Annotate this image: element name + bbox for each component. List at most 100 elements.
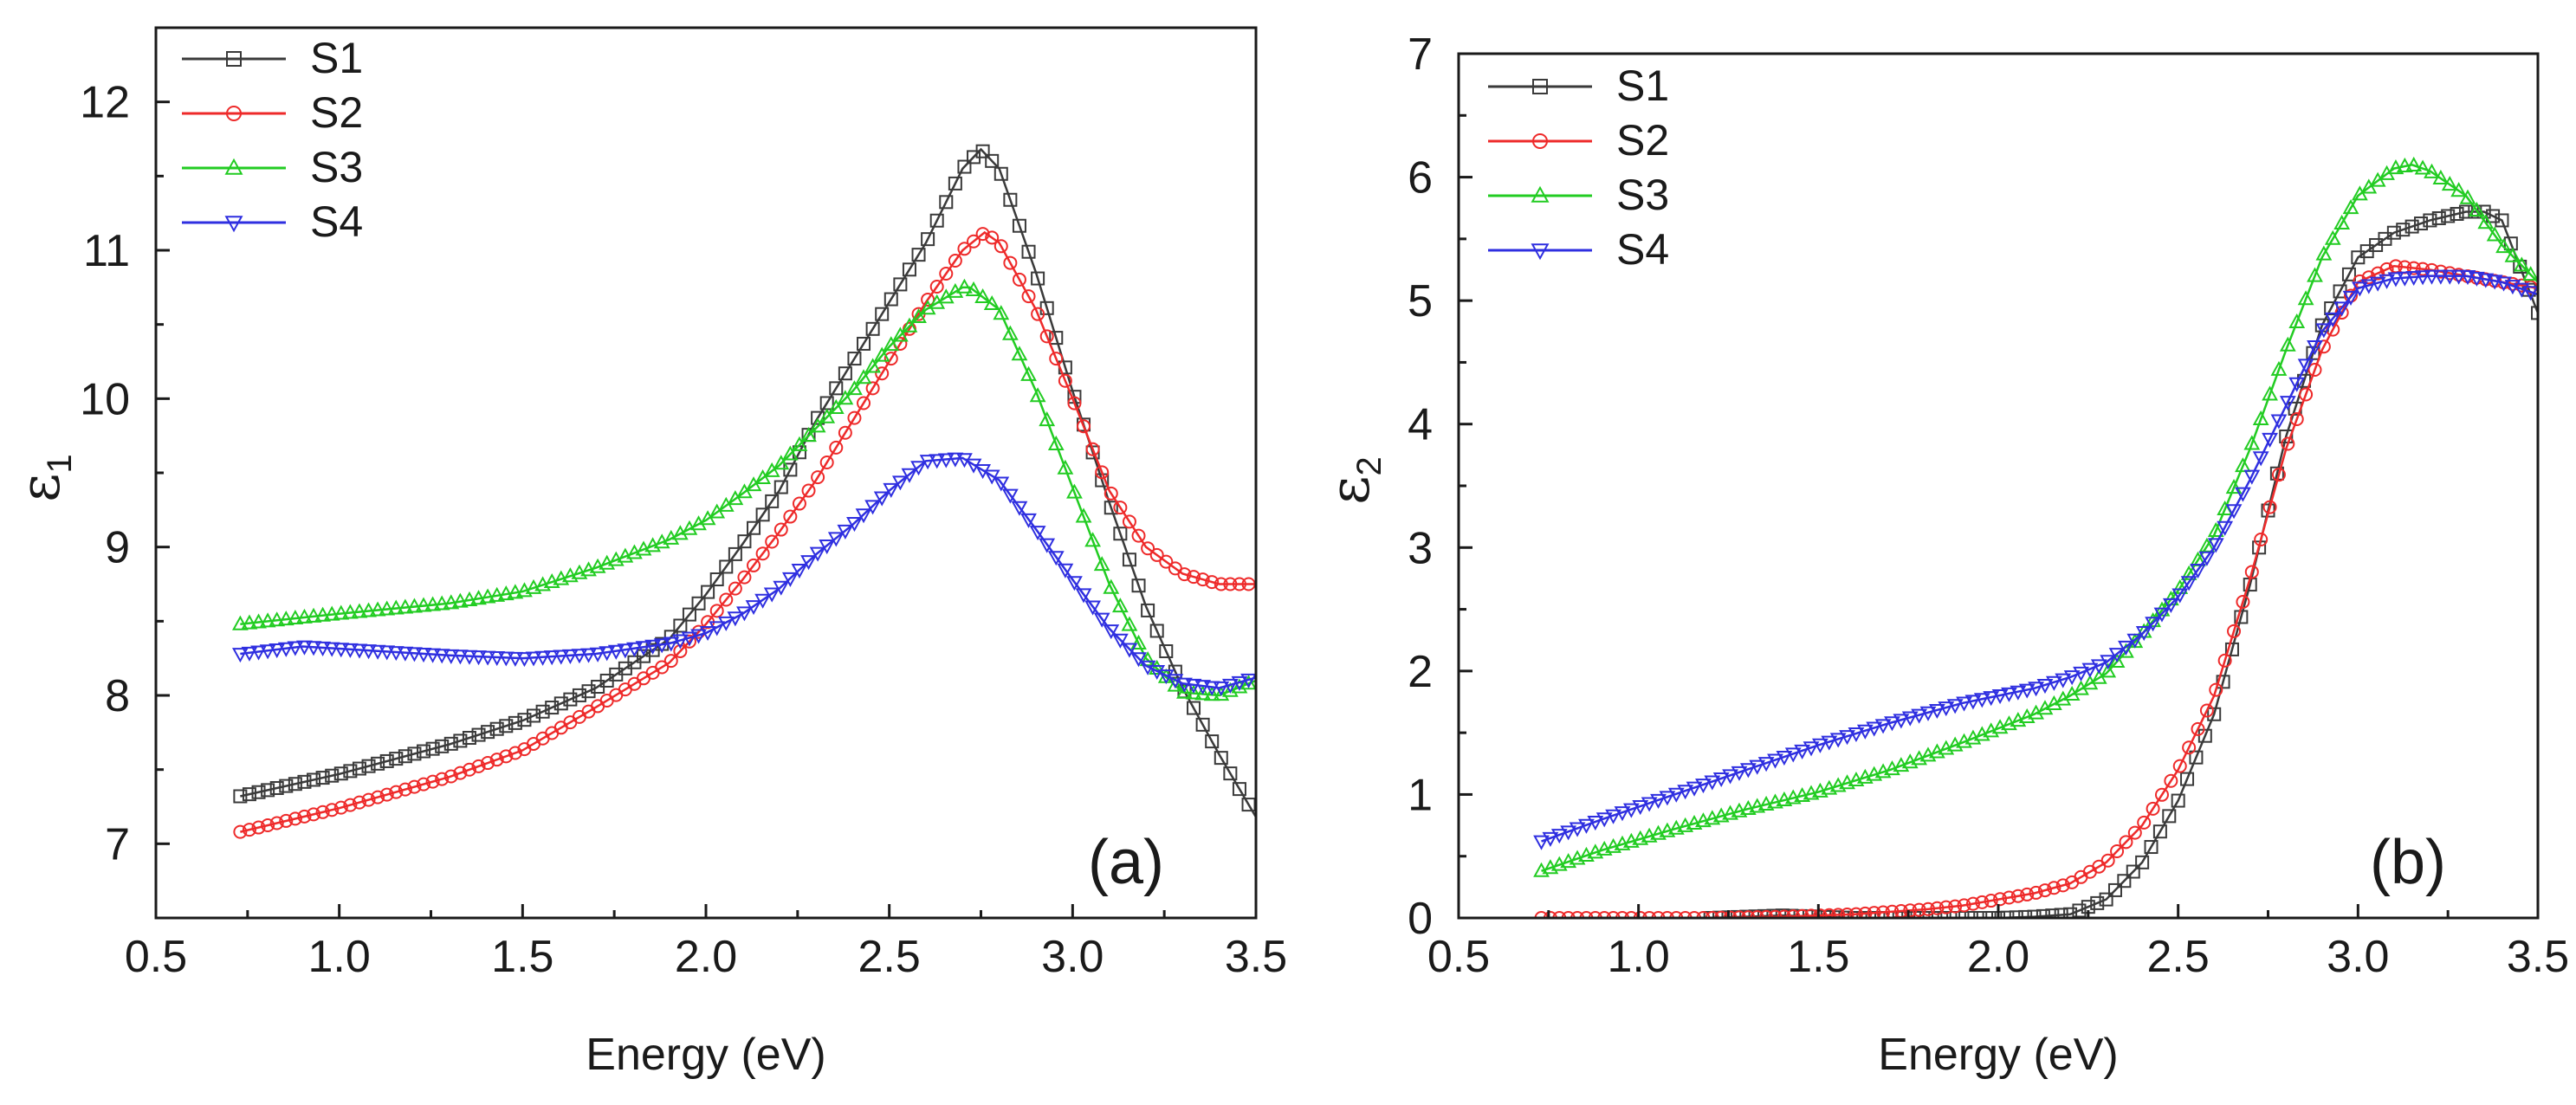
data-point	[1011, 346, 1028, 361]
y-axis-symbol-b: ε	[1318, 476, 1382, 505]
data-point	[873, 346, 890, 362]
data-point	[323, 642, 340, 657]
data-point	[2189, 750, 2204, 765]
data-point	[1039, 329, 1054, 344]
data-point	[2450, 206, 2464, 221]
data-point	[2352, 281, 2368, 297]
data-point	[563, 692, 578, 707]
data-point	[1848, 907, 1863, 918]
data-point	[462, 762, 476, 777]
data-point	[407, 779, 422, 794]
data-point	[1757, 757, 1775, 772]
legend-marker	[224, 216, 243, 233]
series-s2	[233, 227, 1256, 839]
data-point	[2225, 504, 2243, 520]
data-point	[653, 638, 670, 654]
data-point	[1876, 905, 1891, 918]
data-point	[433, 595, 450, 611]
data-point	[1614, 806, 1631, 822]
data-point	[1001, 325, 1019, 340]
y-tick-label: 12	[80, 78, 130, 128]
data-point	[1232, 577, 1246, 591]
data-point	[663, 637, 680, 652]
data-point	[1829, 733, 1847, 748]
data-point	[1121, 616, 1138, 631]
data-point	[1012, 272, 1026, 287]
data-point	[873, 491, 890, 507]
data-point	[1840, 908, 1854, 918]
data-point	[1542, 831, 1559, 847]
data-point	[2217, 520, 2234, 536]
series-s3	[231, 278, 1256, 701]
data-point	[773, 580, 790, 596]
series-s4	[1533, 269, 2538, 850]
data-point	[829, 440, 844, 455]
data-point	[2441, 209, 2456, 223]
data-point	[1159, 644, 1174, 659]
data-point	[2477, 214, 2495, 229]
data-point	[607, 644, 625, 660]
data-point	[389, 752, 404, 766]
data-point	[2190, 563, 2206, 579]
data-point	[755, 546, 770, 561]
data-point	[1975, 895, 1990, 909]
x-tick-label: 2.5	[2147, 932, 2210, 982]
data-point	[1214, 577, 1228, 591]
data-point	[1552, 911, 1567, 918]
data-point	[2423, 213, 2437, 228]
data-point	[809, 417, 826, 433]
data-point	[1678, 911, 1693, 918]
data-point	[2108, 652, 2126, 668]
data-point	[773, 455, 790, 470]
data-point	[341, 643, 359, 658]
data-point	[847, 410, 862, 425]
data-point	[717, 616, 735, 631]
y-tick-label: 10	[80, 374, 130, 424]
data-point	[1722, 769, 1738, 785]
data-point	[763, 587, 780, 603]
data-point	[792, 496, 806, 511]
data-point	[323, 605, 340, 621]
data-point	[811, 410, 825, 425]
data-point	[2486, 275, 2503, 290]
data-point	[2252, 410, 2269, 425]
data-point	[1993, 892, 2008, 907]
x-tick-label: 1.0	[1608, 932, 1670, 982]
data-point	[2028, 682, 2045, 697]
data-point	[773, 480, 788, 494]
data-point	[307, 807, 321, 822]
data-point	[701, 585, 715, 599]
data-point	[2227, 624, 2242, 638]
data-point	[1077, 419, 1091, 434]
data-point	[425, 741, 440, 756]
data-point	[1001, 488, 1019, 504]
data-point	[2217, 653, 2232, 668]
data-point	[2406, 261, 2421, 275]
series-line-s1	[1710, 210, 2538, 918]
data-point	[727, 611, 744, 627]
y-axis-subscript-b: 2	[1350, 456, 1388, 475]
data-point	[948, 253, 962, 268]
data-point	[296, 640, 313, 656]
data-point	[1973, 693, 1990, 708]
data-point	[1739, 799, 1757, 815]
data-point	[745, 476, 762, 492]
legend-label: S4	[1616, 225, 1669, 274]
data-point	[1821, 735, 1838, 751]
data-point	[929, 279, 944, 294]
data-point	[2270, 414, 2288, 430]
data-point	[2127, 825, 2142, 840]
data-point	[910, 461, 927, 476]
data-point	[1187, 701, 1201, 715]
data-point	[360, 644, 377, 660]
data-point	[1057, 563, 1074, 578]
data-point	[1231, 675, 1248, 691]
data-point	[397, 598, 414, 614]
legend-item-s4: S4	[1488, 225, 1669, 274]
data-point	[2045, 908, 2060, 918]
data-point	[1929, 703, 1945, 720]
data-point	[2299, 387, 2314, 402]
data-point	[2144, 840, 2159, 855]
data-point	[754, 593, 772, 609]
y-tick-label: 9	[105, 523, 130, 573]
